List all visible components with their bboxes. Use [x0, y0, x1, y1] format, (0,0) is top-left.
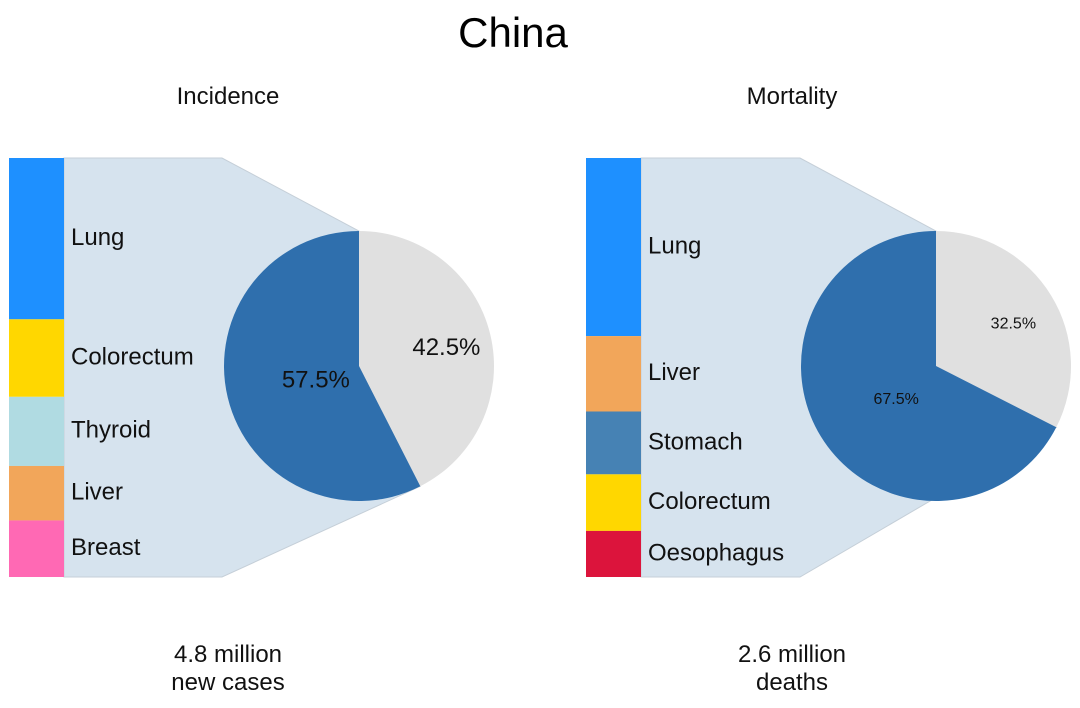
bar-label-liver: Liver [71, 479, 123, 506]
bar-segment-liver [9, 465, 64, 521]
bar-label-colorectum: Colorectum [648, 488, 771, 515]
panel-subtitle: Mortality [747, 83, 838, 110]
bar-label-oesophagus: Oesophagus [648, 539, 784, 566]
pie-label-other: 32.5% [991, 315, 1036, 332]
bar-segment-breast [9, 520, 64, 577]
bar-segment-stomach [586, 411, 641, 475]
pie-slice-other [359, 231, 495, 487]
bar-segment-colorectum [586, 474, 641, 531]
bar-label-liver: Liver [648, 359, 700, 386]
panel-caption-line-2: deaths [756, 669, 828, 696]
panel-mortality: Mortality 67.5% 32.5% Lung Liver Stomach Color… [586, 83, 1072, 696]
panel-incidence: Incidence 57.5% 42.5% Lung Colorectum Thyroid… [9, 83, 495, 696]
bar-segment-thyroid [9, 396, 64, 466]
pie-label-top5: 67.5% [874, 391, 919, 408]
panel-caption-line-2: new cases [171, 669, 284, 696]
bar-segment-liver [586, 336, 641, 412]
bar-label-thyroid: Thyroid [71, 417, 151, 444]
chart-title: China [458, 9, 568, 56]
pie-label-top5: 57.5% [282, 367, 350, 394]
pie-slice-top5 [224, 231, 421, 502]
panel-subtitle: Incidence [177, 83, 280, 110]
panel-caption-line-1: 4.8 million [174, 641, 282, 668]
bar-label-breast: Breast [71, 534, 141, 561]
bar-label-colorectum: Colorectum [71, 343, 194, 370]
bar-segment-oesophagus [586, 530, 641, 577]
bar-label-stomach: Stomach [648, 428, 743, 455]
bar-segment-colorectum [9, 319, 64, 397]
bar-segment-lung [9, 158, 64, 320]
pie-slice-top5 [800, 231, 1057, 501]
panel-caption-line-1: 2.6 million [738, 641, 846, 668]
bar-segment-lung [586, 158, 641, 337]
pie-label-other: 42.5% [412, 334, 480, 361]
bar-label-lung: Lung [648, 232, 701, 259]
bar-label-lung: Lung [71, 224, 124, 251]
pie-slice-other [936, 231, 1072, 428]
